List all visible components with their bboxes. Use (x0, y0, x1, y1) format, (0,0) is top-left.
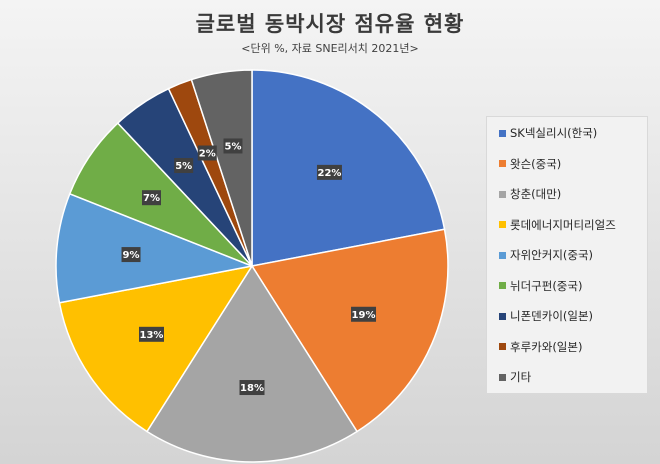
legend-swatch (499, 190, 506, 198)
pie-slices (55, 69, 449, 463)
pie-slice-4 (58, 264, 254, 433)
data-label-box (197, 145, 217, 161)
data-label-text: 9% (123, 250, 140, 261)
legend-label: 기타 (510, 370, 532, 384)
pie-data-labels: 22% 19% 18% 13% 9% 7% 5% 2% 5% (121, 138, 377, 396)
legend-item: SK넥실리시(한국) (499, 125, 597, 141)
data-label-text: 5% (224, 141, 241, 152)
data-label-box (174, 157, 194, 173)
data-label-text: 19% (352, 310, 376, 321)
legend-item: 기타 (499, 369, 531, 385)
legend-label: 왓슨(중국) (510, 156, 562, 171)
legend-swatch (499, 160, 506, 167)
data-label-text: 22% (317, 168, 341, 179)
legend-label: 니폰덴카이(일본) (510, 309, 594, 323)
data-label-box (239, 380, 265, 396)
legend-item: 후루카와(일본) (499, 339, 582, 355)
legend-label: 자위안커지(중국) (510, 248, 594, 262)
data-label-text: 7% (143, 193, 160, 204)
data-label-box (141, 190, 161, 206)
data-label-6: 7% (141, 190, 161, 206)
data-label-2: 19% (351, 306, 377, 322)
legend-label: 뉘더구펀(중국) (510, 278, 583, 293)
data-label-4: 13% (138, 326, 164, 342)
legend-label: SK넥실리시(한국) (510, 126, 598, 140)
pie-slice-9 (190, 69, 253, 267)
chart-title: 글로벌 동박시장 점유율 현황 (195, 12, 465, 36)
data-label-5: 9% (121, 247, 141, 263)
legend-item: 왓슨(중국) (499, 156, 561, 172)
legend-item: 뉘더구펀(중국) (499, 278, 582, 294)
legend-item: 자위안커지(중국) (499, 247, 593, 263)
data-label-text: 5% (175, 161, 192, 172)
pie-slice-3 (145, 264, 359, 463)
legend-swatch (499, 343, 506, 350)
data-label-9: 5% (223, 138, 243, 154)
legend-swatch (499, 251, 506, 259)
data-label-box (138, 326, 164, 342)
data-label-text: 2% (199, 149, 216, 160)
data-label-1: 22% (316, 164, 342, 180)
data-label-box (351, 306, 377, 322)
data-label-box (223, 138, 243, 154)
legend-label: 창춘(대만) (510, 187, 562, 201)
legend-label: 후루카와(일본) (510, 339, 583, 354)
data-label-7: 5% (174, 157, 194, 173)
legend-label: 롯데에너지머티리얼즈 (510, 217, 616, 232)
data-label-text: 13% (140, 330, 164, 341)
data-label-box (121, 247, 141, 263)
legend-swatch (499, 373, 506, 381)
data-label-3: 18% (239, 380, 265, 396)
legend-swatch (499, 221, 506, 228)
pie-slice-1 (251, 69, 446, 267)
data-label-8: 2% (197, 145, 217, 161)
chart-subtitle: <단위 %, 자료 SNE리서치 2021년> (241, 42, 419, 55)
legend-swatch (499, 129, 506, 137)
legend-swatch (499, 282, 506, 289)
legend-item: 롯데에너지머티리얼즈 (499, 217, 616, 233)
pie-slice-2 (250, 228, 449, 433)
legend-item: 창춘(대만) (499, 186, 561, 202)
data-label-box (316, 164, 342, 180)
legend-swatch (499, 312, 506, 320)
pie-slice-5 (55, 192, 255, 304)
legend-item: 니폰덴카이(일본) (499, 308, 593, 324)
data-label-text: 18% (240, 383, 264, 394)
